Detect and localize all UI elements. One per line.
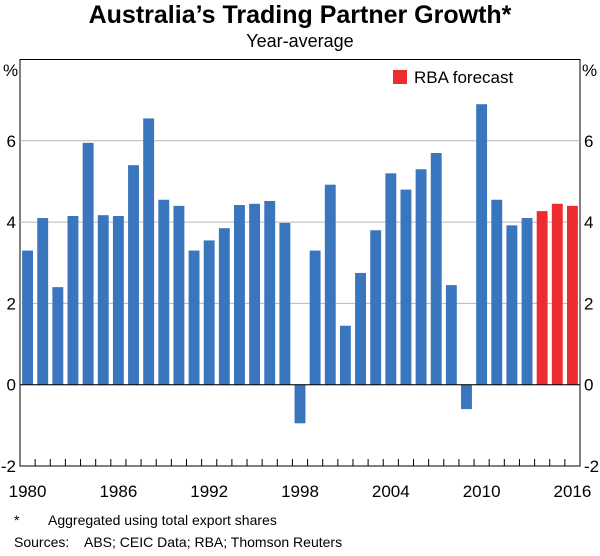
x-ticks: 1980 1986 1992 1998 2004 2010 2016 bbox=[9, 459, 592, 501]
x-tick-label: 1980 bbox=[9, 482, 47, 501]
bar bbox=[339, 325, 351, 385]
bar bbox=[143, 118, 155, 385]
bars bbox=[22, 104, 578, 424]
y-unit-right: % bbox=[582, 61, 597, 80]
bar bbox=[128, 165, 139, 385]
bar bbox=[264, 200, 276, 385]
bar bbox=[491, 199, 503, 385]
sources: Sources: ABS; CEIC Data; RBA; Thomson Reu… bbox=[14, 533, 342, 551]
plot-area-frame bbox=[19, 59, 581, 467]
bar bbox=[82, 142, 94, 385]
bar bbox=[506, 225, 518, 385]
forecast-bar bbox=[536, 211, 548, 385]
bar bbox=[521, 218, 533, 385]
bar bbox=[355, 272, 366, 385]
bar bbox=[309, 250, 321, 385]
y-unit-left: % bbox=[3, 61, 18, 80]
legend-label-forecast: RBA forecast bbox=[414, 68, 513, 87]
y-tick-label-left: 2 bbox=[7, 294, 16, 313]
bar bbox=[218, 228, 230, 385]
y-ticks-right: -2 0 2 4 6 bbox=[584, 132, 599, 476]
bar bbox=[158, 199, 170, 385]
chart-title: Australia’s Trading Partner Growth* bbox=[88, 1, 512, 29]
bar bbox=[203, 240, 215, 385]
y-tick-label-right: 4 bbox=[584, 213, 593, 232]
x-tick-label: 1992 bbox=[190, 482, 228, 501]
forecast-bar bbox=[551, 203, 563, 385]
bar bbox=[461, 384, 472, 410]
bar bbox=[324, 184, 336, 385]
x-tick-label: 1986 bbox=[99, 482, 137, 501]
bar bbox=[234, 205, 245, 385]
y-tick-label-left: 4 bbox=[7, 213, 16, 232]
y-tick-label-left: 6 bbox=[7, 132, 16, 151]
bar bbox=[97, 215, 109, 385]
sources-label: Sources: bbox=[14, 534, 70, 550]
bar bbox=[430, 152, 442, 385]
footnote: * Aggregated using total export shares bbox=[14, 511, 277, 529]
bar bbox=[188, 250, 200, 385]
footnote-text: Aggregated using total export shares bbox=[48, 512, 277, 528]
footnote-marker: * bbox=[14, 512, 20, 528]
bar bbox=[37, 218, 49, 385]
x-tick-label: 2010 bbox=[463, 482, 501, 501]
x-tick-label: 1998 bbox=[281, 482, 319, 501]
forecast-bar bbox=[566, 205, 578, 385]
legend: RBA forecast bbox=[393, 68, 513, 87]
bar bbox=[415, 169, 427, 385]
legend-swatch-forecast bbox=[393, 70, 407, 84]
y-tick-label-right: -2 bbox=[584, 457, 599, 476]
chart-subtitle: Year-average bbox=[246, 31, 354, 51]
bar bbox=[476, 104, 488, 385]
y-tick-label-right: 0 bbox=[584, 376, 593, 395]
x-tick-label: 2004 bbox=[372, 482, 410, 501]
bar bbox=[279, 222, 291, 385]
y-tick-label-right: 6 bbox=[584, 132, 593, 151]
bar bbox=[52, 287, 64, 385]
bar bbox=[445, 285, 457, 385]
y-tick-label-left: 0 bbox=[7, 376, 16, 395]
bar bbox=[385, 173, 397, 385]
bar bbox=[249, 203, 261, 385]
bar bbox=[112, 216, 124, 385]
bar bbox=[294, 384, 306, 424]
bar bbox=[370, 230, 382, 385]
y-ticks-left: -2 0 2 4 6 bbox=[1, 132, 16, 476]
y-tick-label-left: -2 bbox=[1, 457, 16, 476]
bar bbox=[67, 216, 79, 385]
bar bbox=[22, 250, 34, 385]
bar bbox=[173, 205, 185, 385]
y-tick-label-right: 2 bbox=[584, 294, 593, 313]
x-tick-label: 2016 bbox=[554, 482, 592, 501]
bar bbox=[400, 189, 412, 385]
sources-text: ABS; CEIC Data; RBA; Thomson Reuters bbox=[84, 534, 343, 550]
